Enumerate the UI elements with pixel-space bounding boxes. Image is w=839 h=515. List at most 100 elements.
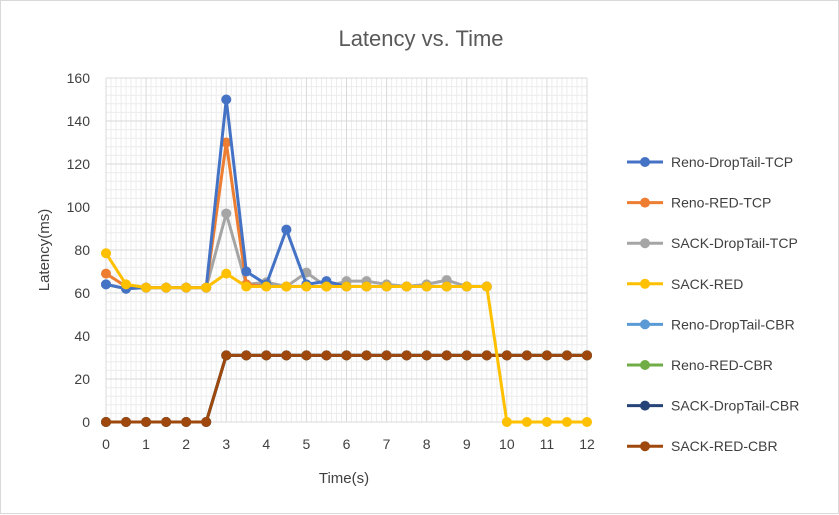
data-point-sack-red-cbr [161, 417, 172, 427]
x-tick-label: 4 [262, 436, 270, 452]
x-tick-label: 0 [102, 436, 110, 452]
data-point-sack-red-cbr [361, 350, 372, 361]
data-point-sack-red [201, 282, 212, 293]
chart-title: Latency vs. Time [338, 26, 503, 51]
data-point-sack-red [401, 281, 412, 292]
legend-item-sack-red-cbr: SACK-RED-CBR [627, 438, 778, 454]
data-point-sack-red [521, 417, 532, 427]
data-point-sack-red-cbr [101, 417, 111, 427]
data-point-sack-red-cbr [221, 350, 232, 361]
data-point-sack-red [361, 281, 372, 292]
data-point-sack-red-cbr [481, 350, 492, 361]
data-point-sack-red [582, 417, 592, 427]
data-point-sack-red-cbr [261, 350, 272, 361]
data-point-sack-droptail-tcp [221, 208, 232, 219]
data-point-sack-red [301, 281, 312, 292]
legend-swatch-marker [640, 441, 650, 452]
series-lines [101, 94, 592, 427]
legend-label: Reno-RED-CBR [671, 357, 773, 373]
data-point-sack-red [381, 281, 392, 292]
data-point-sack-red [541, 417, 552, 427]
data-point-sack-red-cbr [281, 350, 292, 361]
legend-item-reno-red-tcp: Reno-RED-TCP [627, 195, 771, 211]
x-tick-label: 1 [142, 436, 150, 452]
data-point-sack-red [481, 281, 492, 292]
data-point-reno-red-tcp [221, 137, 232, 148]
data-point-sack-red [341, 281, 352, 292]
legend-swatch-marker [640, 360, 650, 370]
x-tick-label: 9 [463, 436, 471, 452]
y-tick-label: 40 [74, 328, 90, 344]
data-point-sack-red [141, 282, 152, 293]
legend-label: Reno-DropTail-TCP [671, 154, 793, 170]
legend-label: Reno-DropTail-CBR [671, 316, 795, 332]
legend-swatch-marker [640, 319, 650, 330]
data-point-sack-red [101, 248, 111, 259]
data-point-sack-red-cbr [141, 417, 152, 427]
data-point-sack-red [161, 282, 172, 293]
data-point-sack-red [561, 417, 572, 427]
data-point-reno-red-tcp [101, 268, 111, 279]
data-point-reno-droptail-tcp [281, 224, 292, 235]
y-tick-label: 80 [74, 242, 90, 258]
data-point-sack-red [461, 281, 472, 292]
legend-label: Reno-RED-TCP [671, 195, 771, 211]
x-tick-label: 11 [540, 436, 555, 452]
data-point-sack-red [181, 282, 192, 293]
data-point-sack-red [261, 281, 272, 292]
legend: Reno-DropTail-TCP Reno-RED-TCP SACK-DropTa… [627, 154, 799, 454]
y-tick-label: 100 [67, 199, 91, 215]
data-point-sack-red [321, 281, 332, 292]
data-point-sack-red [421, 281, 432, 292]
data-point-sack-red-cbr [582, 350, 592, 361]
x-tick-label: 12 [579, 436, 595, 452]
x-tick-label: 3 [222, 436, 230, 452]
legend-item-reno-droptail-tcp: Reno-DropTail-TCP [627, 154, 793, 170]
gridlines [105, 77, 588, 423]
data-point-sack-red-cbr [501, 350, 512, 361]
data-point-sack-red-cbr [401, 350, 412, 361]
data-point-sack-red-cbr [321, 350, 332, 361]
legend-item-reno-droptail-cbr: Reno-DropTail-CBR [627, 316, 795, 332]
data-point-sack-red [221, 268, 232, 279]
data-point-sack-red-cbr [241, 350, 252, 361]
x-tick-label: 10 [499, 436, 515, 452]
data-point-sack-red-cbr [541, 350, 552, 361]
legend-label: SACK-DropTail-TCP [671, 235, 798, 251]
legend-label: SACK-RED [671, 276, 743, 292]
y-axis-label: Latency(ms) [36, 209, 53, 292]
legend-label: SACK-RED-CBR [671, 438, 778, 454]
legend-item-sack-droptail-cbr: SACK-DropTail-CBR [627, 398, 799, 414]
data-point-sack-red-cbr [461, 350, 472, 361]
x-tick-label: 2 [182, 436, 190, 452]
x-tick-label: 6 [343, 436, 351, 452]
x-tick-label: 7 [383, 436, 391, 452]
y-tick-label: 120 [67, 156, 91, 172]
y-tick-label: 140 [67, 113, 91, 129]
data-point-sack-red-cbr [181, 417, 192, 427]
legend-item-reno-red-cbr: Reno-RED-CBR [627, 357, 773, 373]
legend-swatch-marker [640, 238, 650, 249]
x-axis-label: Time(s) [319, 470, 369, 487]
legend-swatch-marker [640, 278, 650, 289]
data-point-sack-red [281, 281, 292, 292]
y-tick-label: 0 [82, 414, 90, 430]
data-point-sack-red-cbr [341, 350, 352, 361]
data-point-sack-red-cbr [521, 350, 532, 361]
data-point-sack-red-cbr [441, 350, 452, 361]
data-point-reno-droptail-tcp [101, 279, 111, 290]
data-point-sack-red-cbr [561, 350, 572, 361]
legend-label: SACK-DropTail-CBR [671, 398, 799, 414]
legend-swatch-marker [640, 197, 650, 208]
data-point-sack-red [501, 417, 512, 427]
data-point-sack-red-cbr [301, 350, 312, 361]
data-point-sack-red-cbr [381, 350, 392, 361]
y-tick-label: 160 [67, 70, 91, 86]
data-point-sack-red [241, 281, 252, 292]
legend-swatch-marker [640, 157, 650, 167]
data-point-sack-red-cbr [121, 417, 132, 427]
legend-item-sack-red: SACK-RED [627, 276, 743, 292]
